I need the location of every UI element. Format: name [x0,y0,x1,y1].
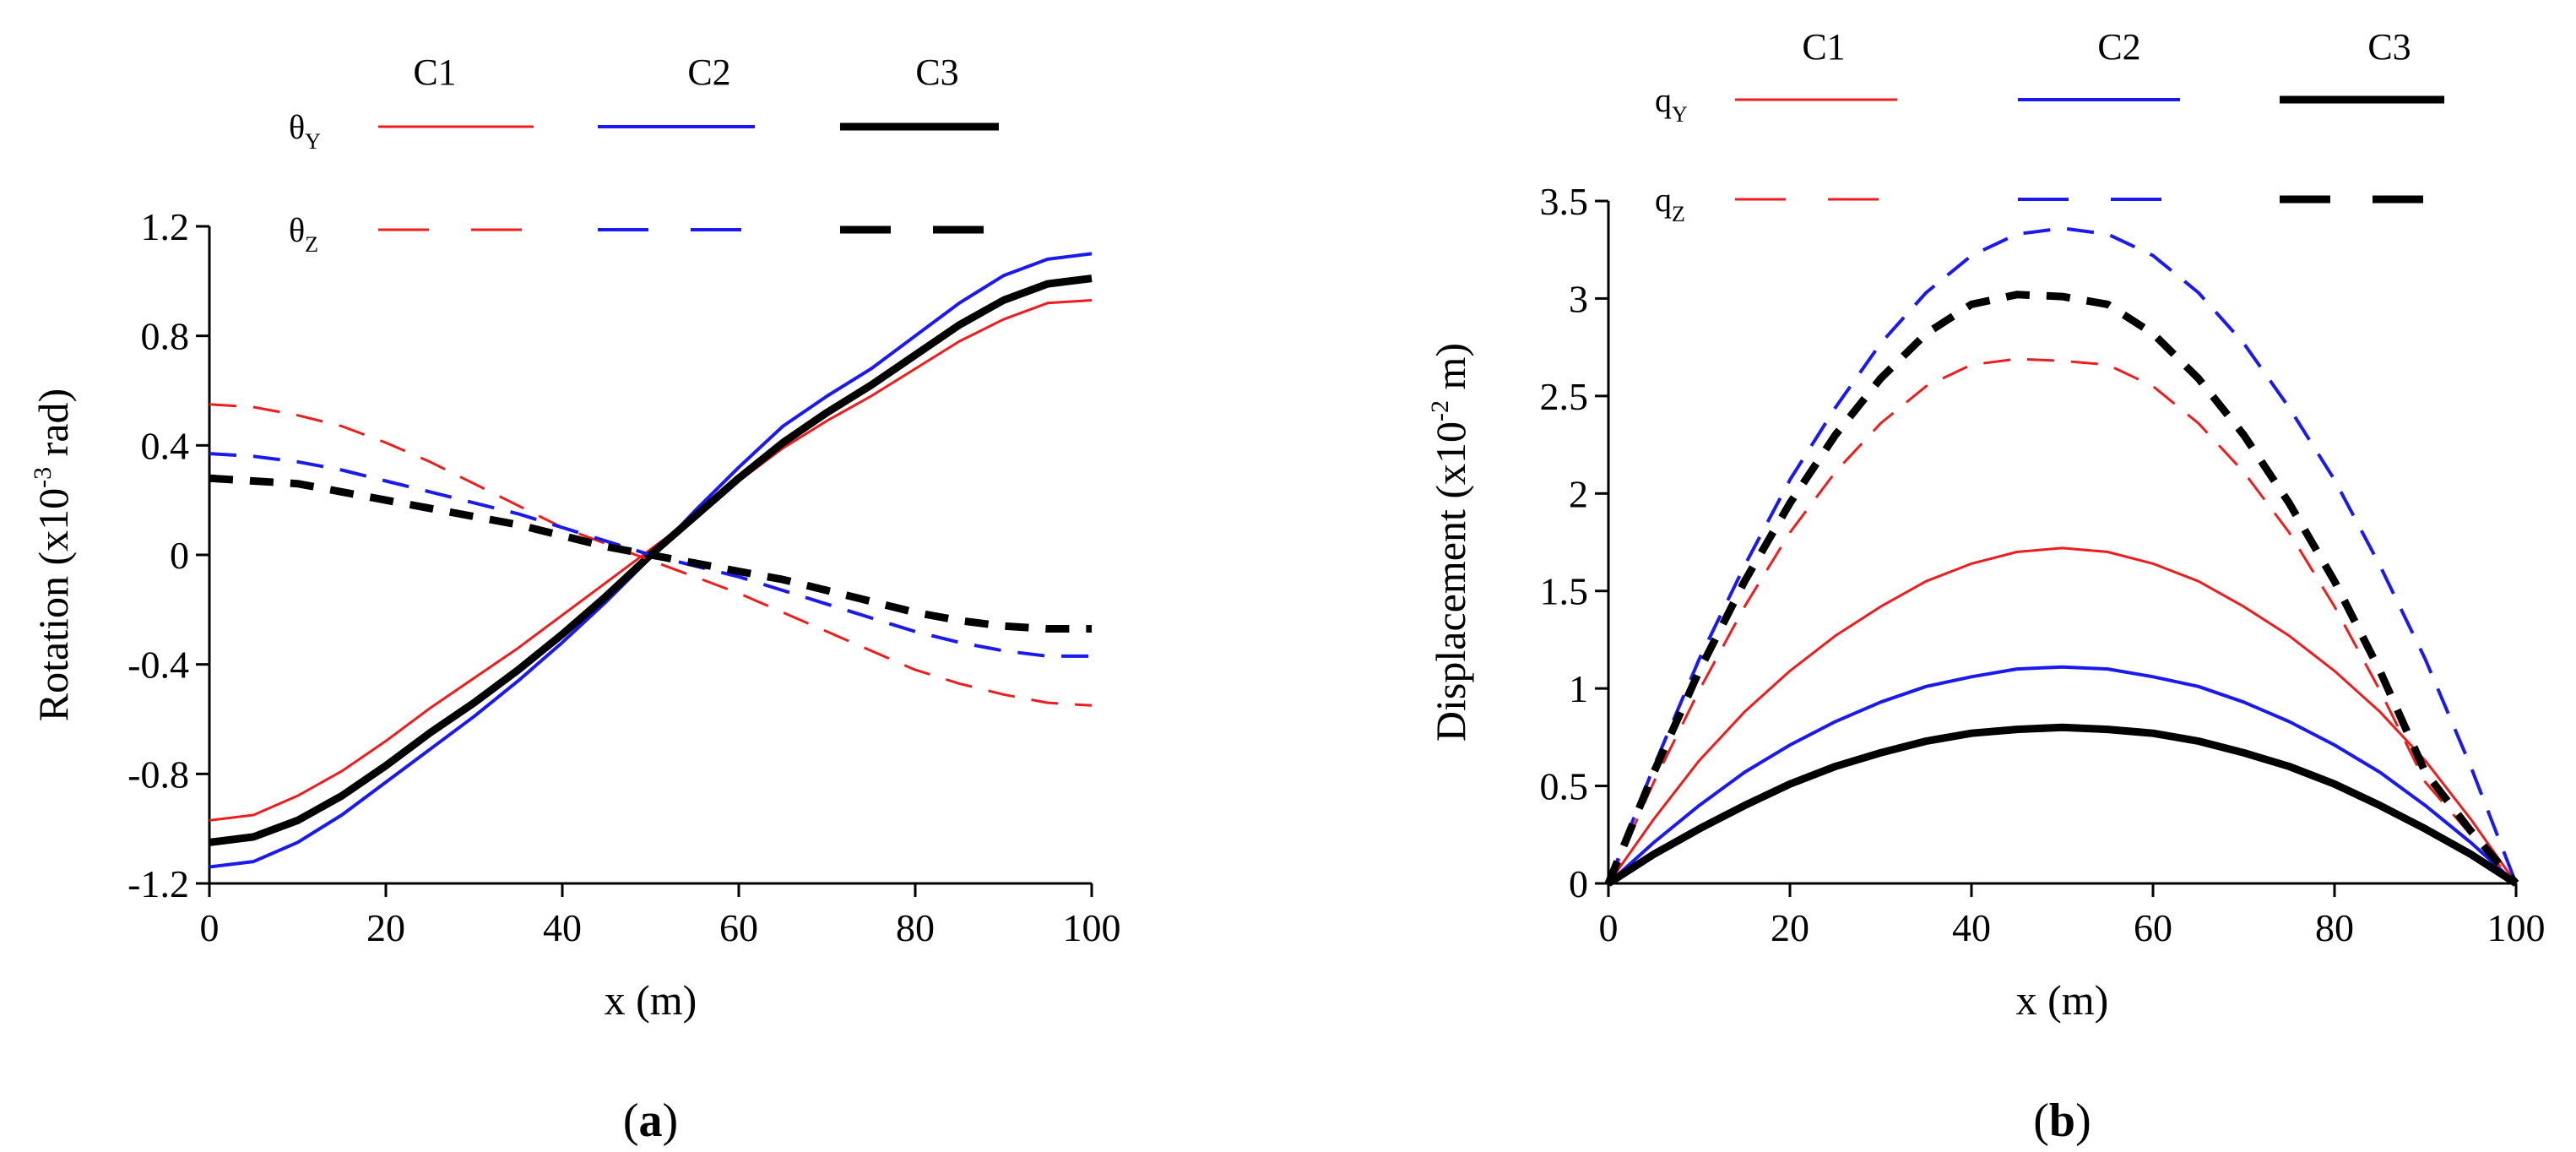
y-tick-label-a: -1.2 [127,862,189,905]
series-line-a-3 [209,403,1093,707]
series-line-b-1 [1607,665,2518,885]
x-tick-label-a: 100 [1063,906,1121,949]
x-tick-label-b: 0 [1599,906,1619,949]
x-tick-label-a: 0 [200,906,220,949]
legend-header-a-0: C1 [413,52,456,93]
y-tick-label-b: 2.5 [1540,375,1589,418]
series-line-b-0 [1607,546,2518,884]
legend-header-b-1: C2 [2097,26,2140,68]
y-tick-label-b: 1 [1569,667,1588,710]
x-tick-label-b: 40 [1952,906,1991,949]
series-line-a-0 [209,299,1093,822]
series-line-b-4 [1607,226,2518,884]
y-tick-label-b: 0 [1569,862,1588,905]
caption-b: (b) [2033,1095,2091,1147]
x-tick-label-b: 60 [2134,906,2172,949]
x-tick-label-a: 20 [366,906,405,949]
caption-a: (a) [623,1095,678,1147]
y-tick-label-b: 0.5 [1540,765,1589,808]
x-tick-label-a: 80 [896,906,935,949]
y-tick-label-a: -0.4 [127,644,189,687]
legend-symbol-a-1: θZ [289,211,318,257]
y-tick-label-b: 3.5 [1540,180,1589,223]
y-tick-label-a: 0.4 [141,424,190,467]
legend-b: C1 C2 C3 qY qZ [1655,26,2444,226]
legend-symbol-a-0: θY [289,108,321,154]
y-tick-label-b: 3 [1569,277,1588,320]
y-tick-label-b: 2 [1569,472,1588,515]
series-line-b-5 [1604,291,2519,886]
legend-symbol-b-0: qY [1655,81,1688,127]
series-line-a-5 [209,474,1092,633]
y-tick-label-a: -0.8 [127,753,189,796]
series-line-a-2 [209,274,1093,846]
x-tick-label-a: 40 [543,906,582,949]
x-axis-label-a: x (m) [605,976,697,1024]
x-tick-label-b: 80 [2315,906,2354,949]
chart-b: 0 0.5 1 1.5 2 2.5 3 3.5 0 20 40 60 80 100 x (m) Displac… [1426,26,2546,1147]
x-tick-label-a: 60 [719,906,758,949]
series-line-b-2 [1606,723,2519,887]
legend-a: C1 C2 C3 θY θZ [289,52,999,257]
y-axis-label-a: Rotation (x10-3 rad) [29,389,77,721]
y-tick-label-a: 0.8 [141,315,190,358]
y-tick-label-a: 0 [170,534,189,577]
x-tick-label-b: 20 [1771,906,1809,949]
x-axis-label-b: x (m) [2016,976,2109,1024]
legend-symbol-b-1: qZ [1655,181,1685,226]
x-tick-label-b: 100 [2487,906,2546,949]
y-tick-label-a: 1.2 [141,205,190,248]
legend-header-a-2: C3 [915,52,958,93]
y-tick-label-b: 1.5 [1540,570,1589,613]
legend-header-a-1: C2 [687,52,730,93]
chart-a: -1.2 -0.8 -0.4 0 0.4 0.8 1.2 0 20 40 60 80 100 x (m) R… [29,52,1121,1147]
legend-header-b-0: C1 [1802,26,1845,68]
series-line-a-1 [209,252,1093,869]
y-axis-label-b: Displacement (x10-2 m) [1426,343,1474,742]
legend-header-b-2: C3 [2367,26,2411,68]
